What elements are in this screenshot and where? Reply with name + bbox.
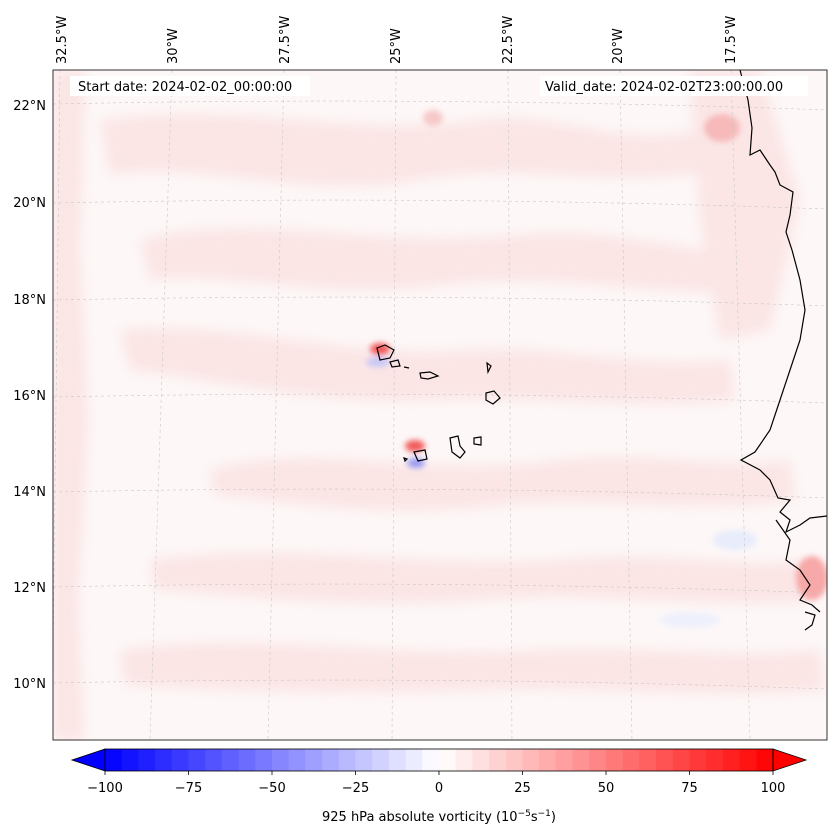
colorbar-cell — [672, 749, 690, 771]
colorbar-cell — [555, 749, 573, 771]
colorbar-ticks — [104, 771, 774, 775]
colorbar-cell — [372, 749, 390, 771]
start-date-label: Start date: 2024-02-02_00:00:00 — [78, 80, 292, 95]
lon-label-27-5w: 27.5°W — [278, 16, 293, 64]
colorbar-cell — [322, 749, 340, 771]
colorbar-cell — [121, 749, 139, 771]
colorbar-cells — [105, 749, 774, 771]
colorbar-cell — [355, 749, 373, 771]
coastline — [739, 70, 827, 631]
cb-tick-label-neg50: −50 — [258, 781, 285, 796]
colorbar-cell — [138, 749, 156, 771]
cb-tick-label-50: 50 — [598, 781, 615, 796]
colorbar-cell — [722, 749, 740, 771]
lon-label-20w: 20°W — [611, 28, 626, 64]
lat-label-10n: 10°N — [13, 677, 46, 692]
colorbar-cell — [238, 749, 256, 771]
cb-tick-label-neg75: −75 — [175, 781, 202, 796]
strong-vorticity-spots — [366, 110, 827, 628]
colorbar-cell — [756, 749, 774, 771]
colorbar-cell — [656, 749, 674, 771]
colorbar-cell — [422, 749, 440, 771]
lon-label-30w: 30°W — [166, 28, 181, 64]
cb-tick-label-neg25: −25 — [342, 781, 369, 796]
colorbar-cell — [171, 749, 189, 771]
map-frame — [52, 69, 828, 741]
colorbar-cell — [622, 749, 640, 771]
lon-label-32-5w: 32.5°W — [55, 16, 70, 64]
longitude-labels: 32.5°W 30°W 27.5°W 25°W 22.5°W 20°W 17.5… — [55, 16, 739, 64]
colorbar-left-extension — [70, 748, 106, 772]
colorbar-cell — [338, 749, 356, 771]
lon-label-25w: 25°W — [389, 28, 404, 64]
colorbar-title: 925 hPa absolute vorticity (10−5s−1) — [322, 809, 556, 825]
lon-label-17-5w: 17.5°W — [724, 16, 739, 64]
positive-vorticity-bands — [53, 70, 825, 740]
lat-label-20n: 20°N — [13, 196, 46, 211]
lat-label-18n: 18°N — [13, 293, 46, 308]
colorbar-cell — [505, 749, 523, 771]
lat-label-12n: 12°N — [13, 581, 46, 596]
cape-verde-islands — [376, 344, 501, 463]
cb-tick-label-25: 25 — [514, 781, 531, 796]
colorbar-cell — [221, 749, 239, 771]
colorbar-cell — [606, 749, 624, 771]
colorbar-cell — [155, 749, 173, 771]
colorbar-cell — [205, 749, 223, 771]
colorbar-cell — [188, 749, 206, 771]
colorbar-cell — [739, 749, 757, 771]
start-date-box — [70, 76, 310, 96]
colorbar-cell — [305, 749, 323, 771]
colorbar-cell — [455, 749, 473, 771]
colorbar-cell — [288, 749, 306, 771]
colorbar-cell — [489, 749, 507, 771]
latitude-labels: 22°N 20°N 18°N 16°N 14°N 12°N 10°N — [13, 99, 46, 692]
valid-date-box — [540, 76, 808, 96]
colorbar-tick-labels: −100 −75 −50 −25 0 25 50 75 100 — [87, 781, 785, 796]
colorbar: −100 −75 −50 −25 0 25 50 75 100 925 hPa … — [70, 748, 808, 825]
lat-label-16n: 16°N — [13, 389, 46, 404]
lat-label-22n: 22°N — [13, 99, 46, 114]
map-panel — [53, 70, 827, 740]
colorbar-cell — [255, 749, 273, 771]
colorbar-cell — [706, 749, 724, 771]
colorbar-cell — [439, 749, 457, 771]
colorbar-cell — [589, 749, 607, 771]
cb-tick-label-100: 100 — [761, 781, 786, 796]
colorbar-cell — [639, 749, 657, 771]
cb-tick-label-75: 75 — [681, 781, 698, 796]
valid-date-label: Valid_date: 2024-02-02T23:00:00.00 — [545, 80, 783, 95]
colorbar-cell — [405, 749, 423, 771]
cb-tick-label-neg100: −100 — [87, 781, 123, 796]
colorbar-cell — [689, 749, 707, 771]
colorbar-cell — [539, 749, 557, 771]
colorbar-cell — [388, 749, 406, 771]
colorbar-cell — [572, 749, 590, 771]
colorbar-cell — [272, 749, 290, 771]
colorbar-cell — [105, 749, 123, 771]
colorbar-cell — [472, 749, 490, 771]
lon-label-22-5w: 22.5°W — [501, 16, 516, 64]
colorbar-cell — [522, 749, 540, 771]
cb-tick-label-0: 0 — [435, 781, 443, 796]
lat-label-14n: 14°N — [13, 485, 46, 500]
colorbar-right-extension — [772, 748, 808, 772]
